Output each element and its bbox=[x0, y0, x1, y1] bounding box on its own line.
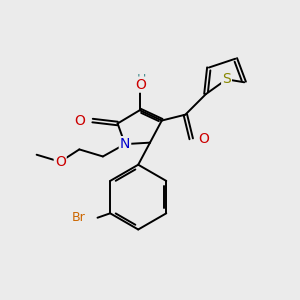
Text: O: O bbox=[55, 155, 66, 169]
Text: N: N bbox=[120, 137, 130, 151]
Text: S: S bbox=[222, 72, 231, 86]
Text: O: O bbox=[199, 132, 209, 146]
Text: O: O bbox=[136, 78, 147, 92]
Text: O: O bbox=[74, 114, 85, 128]
Text: H: H bbox=[136, 74, 146, 86]
Text: Br: Br bbox=[71, 211, 85, 224]
